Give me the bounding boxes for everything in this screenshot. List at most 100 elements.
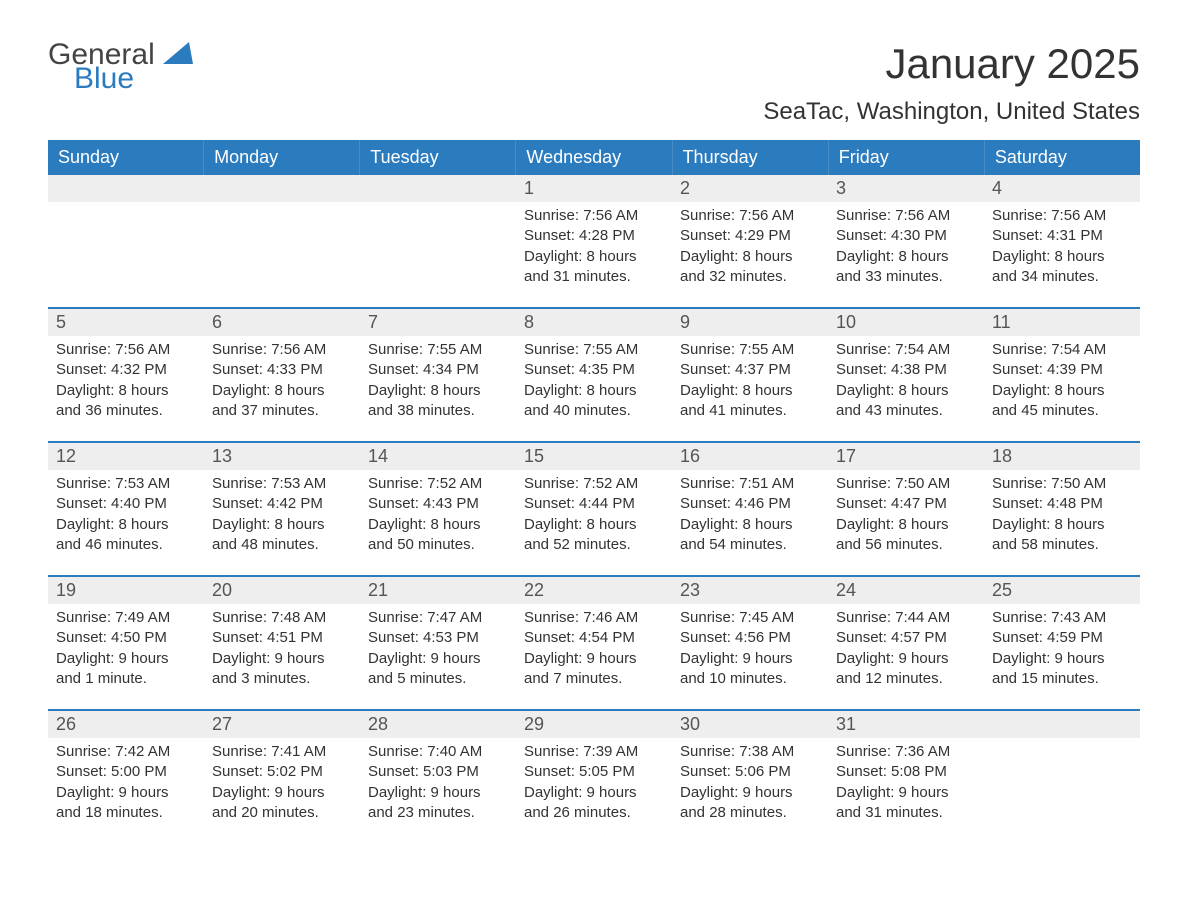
day-line-daylight2: and 46 minutes.: [56, 535, 196, 555]
day-cell: 29Sunrise: 7:39 AMSunset: 5:05 PMDayligh…: [516, 711, 672, 843]
day-line-daylight1: Daylight: 8 hours: [680, 247, 820, 267]
day-line-daylight1: Daylight: 8 hours: [368, 381, 508, 401]
day-number: 20: [204, 577, 360, 604]
day-line-daylight1: Daylight: 8 hours: [524, 247, 664, 267]
day-line-daylight1: Daylight: 8 hours: [212, 515, 352, 535]
header-right: January 2025 SeaTac, Washington, United …: [763, 40, 1140, 126]
day-cell: 17Sunrise: 7:50 AMSunset: 4:47 PMDayligh…: [828, 443, 984, 575]
day-line-sunrise: Sunrise: 7:40 AM: [368, 742, 508, 762]
week-row: 26Sunrise: 7:42 AMSunset: 5:00 PMDayligh…: [48, 709, 1140, 843]
day-line-daylight2: and 36 minutes.: [56, 401, 196, 421]
day-line-sunrise: Sunrise: 7:46 AM: [524, 608, 664, 628]
day-line-daylight1: Daylight: 8 hours: [680, 381, 820, 401]
day-line-sunrise: Sunrise: 7:54 AM: [992, 340, 1132, 360]
day-number: 2: [672, 175, 828, 202]
day-line-sunrise: Sunrise: 7:56 AM: [524, 206, 664, 226]
day-line-sunset: Sunset: 5:02 PM: [212, 762, 352, 782]
day-line-sunrise: Sunrise: 7:36 AM: [836, 742, 976, 762]
day-cell: 3Sunrise: 7:56 AMSunset: 4:30 PMDaylight…: [828, 175, 984, 307]
day-line-sunset: Sunset: 4:48 PM: [992, 494, 1132, 514]
day-body: Sunrise: 7:53 AMSunset: 4:42 PMDaylight:…: [204, 470, 360, 569]
day-body: Sunrise: 7:39 AMSunset: 5:05 PMDaylight:…: [516, 738, 672, 837]
dow-cell: Thursday: [673, 140, 829, 175]
day-line-sunset: Sunset: 4:39 PM: [992, 360, 1132, 380]
month-title: January 2025: [763, 40, 1140, 88]
calendar: SundayMondayTuesdayWednesdayThursdayFrid…: [48, 140, 1140, 843]
day-line-sunset: Sunset: 4:33 PM: [212, 360, 352, 380]
day-line-sunrise: Sunrise: 7:45 AM: [680, 608, 820, 628]
day-line-daylight2: and 31 minutes.: [836, 803, 976, 823]
day-line-daylight2: and 18 minutes.: [56, 803, 196, 823]
day-cell: 13Sunrise: 7:53 AMSunset: 4:42 PMDayligh…: [204, 443, 360, 575]
day-line-daylight1: Daylight: 9 hours: [680, 649, 820, 669]
day-line-sunset: Sunset: 4:57 PM: [836, 628, 976, 648]
day-line-daylight2: and 1 minute.: [56, 669, 196, 689]
header-row: General Blue January 2025 SeaTac, Washin…: [48, 40, 1140, 126]
day-body: Sunrise: 7:50 AMSunset: 4:48 PMDaylight:…: [984, 470, 1140, 569]
day-line-daylight1: Daylight: 9 hours: [836, 783, 976, 803]
day-number: 4: [984, 175, 1140, 202]
day-body: Sunrise: 7:56 AMSunset: 4:29 PMDaylight:…: [672, 202, 828, 301]
day-line-daylight1: Daylight: 8 hours: [836, 381, 976, 401]
day-body: Sunrise: 7:56 AMSunset: 4:30 PMDaylight:…: [828, 202, 984, 301]
day-line-sunrise: Sunrise: 7:42 AM: [56, 742, 196, 762]
day-cell: 5Sunrise: 7:56 AMSunset: 4:32 PMDaylight…: [48, 309, 204, 441]
dow-cell: Friday: [829, 140, 985, 175]
day-line-daylight2: and 34 minutes.: [992, 267, 1132, 287]
day-line-sunset: Sunset: 4:30 PM: [836, 226, 976, 246]
day-line-sunrise: Sunrise: 7:41 AM: [212, 742, 352, 762]
day-line-daylight1: Daylight: 8 hours: [836, 247, 976, 267]
day-cell: [984, 711, 1140, 843]
day-line-sunrise: Sunrise: 7:55 AM: [524, 340, 664, 360]
day-line-sunset: Sunset: 4:44 PM: [524, 494, 664, 514]
day-cell: 10Sunrise: 7:54 AMSunset: 4:38 PMDayligh…: [828, 309, 984, 441]
day-number: 21: [360, 577, 516, 604]
day-line-sunrise: Sunrise: 7:55 AM: [680, 340, 820, 360]
day-line-daylight1: Daylight: 8 hours: [992, 381, 1132, 401]
day-line-sunset: Sunset: 4:37 PM: [680, 360, 820, 380]
day-line-sunrise: Sunrise: 7:52 AM: [368, 474, 508, 494]
day-number: 24: [828, 577, 984, 604]
day-cell: 23Sunrise: 7:45 AMSunset: 4:56 PMDayligh…: [672, 577, 828, 709]
day-number: 26: [48, 711, 204, 738]
day-number: 6: [204, 309, 360, 336]
day-number: 3: [828, 175, 984, 202]
day-line-daylight1: Daylight: 9 hours: [368, 783, 508, 803]
day-line-sunset: Sunset: 5:03 PM: [368, 762, 508, 782]
day-line-sunrise: Sunrise: 7:52 AM: [524, 474, 664, 494]
day-body: Sunrise: 7:52 AMSunset: 4:44 PMDaylight:…: [516, 470, 672, 569]
day-number: 7: [360, 309, 516, 336]
day-body: Sunrise: 7:48 AMSunset: 4:51 PMDaylight:…: [204, 604, 360, 703]
day-number: 13: [204, 443, 360, 470]
day-body: Sunrise: 7:42 AMSunset: 5:00 PMDaylight:…: [48, 738, 204, 837]
day-line-sunrise: Sunrise: 7:39 AM: [524, 742, 664, 762]
day-body: Sunrise: 7:50 AMSunset: 4:47 PMDaylight:…: [828, 470, 984, 569]
day-line-sunrise: Sunrise: 7:53 AM: [56, 474, 196, 494]
day-number: 8: [516, 309, 672, 336]
day-line-sunset: Sunset: 5:00 PM: [56, 762, 196, 782]
day-line-sunrise: Sunrise: 7:56 AM: [212, 340, 352, 360]
day-line-daylight2: and 7 minutes.: [524, 669, 664, 689]
day-line-sunrise: Sunrise: 7:55 AM: [368, 340, 508, 360]
day-line-sunset: Sunset: 4:47 PM: [836, 494, 976, 514]
weeks-container: 1Sunrise: 7:56 AMSunset: 4:28 PMDaylight…: [48, 175, 1140, 843]
day-body: Sunrise: 7:56 AMSunset: 4:32 PMDaylight:…: [48, 336, 204, 435]
day-line-daylight2: and 43 minutes.: [836, 401, 976, 421]
day-line-daylight1: Daylight: 8 hours: [56, 381, 196, 401]
day-cell: 24Sunrise: 7:44 AMSunset: 4:57 PMDayligh…: [828, 577, 984, 709]
day-line-daylight1: Daylight: 8 hours: [992, 247, 1132, 267]
dow-cell: Tuesday: [360, 140, 516, 175]
day-cell: 7Sunrise: 7:55 AMSunset: 4:34 PMDaylight…: [360, 309, 516, 441]
day-line-daylight2: and 41 minutes.: [680, 401, 820, 421]
day-line-daylight1: Daylight: 9 hours: [992, 649, 1132, 669]
day-line-daylight2: and 32 minutes.: [680, 267, 820, 287]
day-cell: [48, 175, 204, 307]
day-body: Sunrise: 7:43 AMSunset: 4:59 PMDaylight:…: [984, 604, 1140, 703]
day-line-daylight1: Daylight: 8 hours: [680, 515, 820, 535]
day-line-daylight2: and 31 minutes.: [524, 267, 664, 287]
day-line-sunset: Sunset: 4:59 PM: [992, 628, 1132, 648]
day-line-sunrise: Sunrise: 7:38 AM: [680, 742, 820, 762]
day-number: 19: [48, 577, 204, 604]
day-cell: 21Sunrise: 7:47 AMSunset: 4:53 PMDayligh…: [360, 577, 516, 709]
day-line-sunrise: Sunrise: 7:56 AM: [56, 340, 196, 360]
